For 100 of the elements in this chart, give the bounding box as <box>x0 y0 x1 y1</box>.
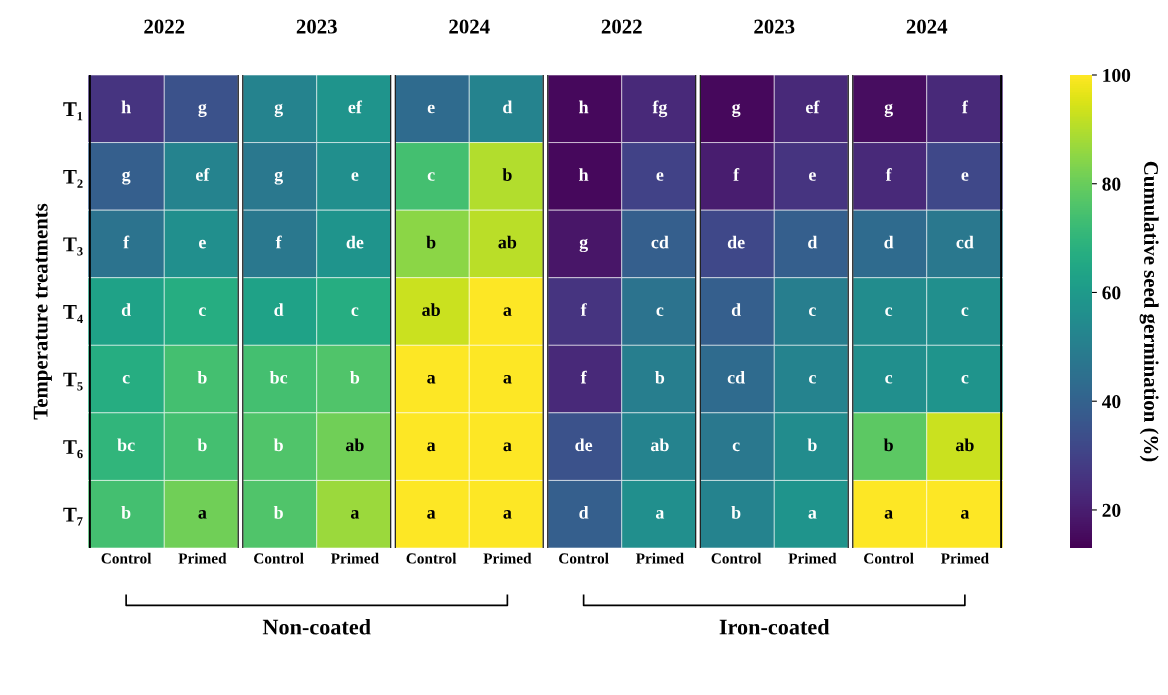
data-label: e <box>198 239 206 249</box>
data-label: f <box>123 235 130 249</box>
data-label: d <box>121 303 131 317</box>
x-tick-label: Control <box>711 552 762 564</box>
color-bar-label: 40 <box>1101 395 1121 409</box>
data-label: c <box>961 374 969 384</box>
data-label: ab <box>498 235 517 249</box>
x-tick-label: Control <box>864 552 914 564</box>
x-tick-label: Primed <box>483 552 532 564</box>
y-tick-label: T₇ <box>63 507 83 526</box>
data-label: f <box>275 235 282 249</box>
data-label: d <box>808 235 818 249</box>
y-tick-label: T₄ <box>63 305 83 323</box>
x-tick-label: Control <box>254 552 304 564</box>
data-label: f <box>885 167 892 181</box>
color-bar-label: 60 <box>1102 286 1121 300</box>
data-label: ef <box>195 167 210 181</box>
color-bar-label: 100 <box>1103 68 1131 82</box>
data-label: e <box>808 172 816 181</box>
data-label: h <box>579 168 589 181</box>
data-label: c <box>961 307 969 317</box>
data-label: cd <box>956 235 974 249</box>
text: 2023 <box>754 19 795 34</box>
data-label: b <box>197 370 207 384</box>
data-label: a <box>427 442 436 452</box>
data-label: g <box>579 238 588 253</box>
data-label: a <box>808 510 817 519</box>
data-label: e <box>351 172 359 181</box>
x-tick-label: Primed <box>178 552 227 564</box>
x-tick-label: Control <box>406 552 457 564</box>
x-tick-label: Control <box>559 552 609 564</box>
data-label: a <box>350 510 360 519</box>
data-label: c <box>885 307 893 317</box>
x-tick-label: Primed <box>330 552 379 564</box>
y-tick-label: T₅ <box>63 372 83 391</box>
data-label: g <box>274 103 283 117</box>
data-label: cd <box>651 235 669 249</box>
data-label: c <box>732 442 740 452</box>
color-bar-title: Cumulative seed germination (%) <box>1139 161 1159 462</box>
color-bar-label: 80 <box>1102 177 1121 191</box>
data-label: ef <box>348 100 363 114</box>
data-label: b <box>807 438 817 452</box>
data-label: ef <box>805 100 820 114</box>
data-label: a <box>503 374 512 384</box>
x-tick-label: Control <box>101 552 152 564</box>
data-label: f <box>733 167 740 181</box>
data-label: bc <box>117 438 135 452</box>
data-label: bc <box>269 370 288 384</box>
data-label: a <box>503 442 512 452</box>
data-label: de <box>575 438 593 452</box>
data-label: f <box>580 370 587 384</box>
data-label: c <box>885 374 893 384</box>
data-label: d <box>884 235 894 249</box>
text: Iron-coated <box>719 618 830 635</box>
text: Non-coated <box>262 618 371 635</box>
data-label: a <box>198 510 207 519</box>
data-label: f <box>962 100 969 114</box>
data-label: a <box>655 510 665 519</box>
data-label: b <box>197 438 207 452</box>
y-tick-label: T₂ <box>63 169 83 188</box>
data-label: d <box>731 303 741 317</box>
data-label: c <box>808 374 816 384</box>
data-label: ab <box>955 438 974 452</box>
data-label: c <box>198 307 206 317</box>
text: 2024 <box>449 19 490 34</box>
y-tick-label: T₃ <box>63 237 83 256</box>
data-label: de <box>346 235 364 249</box>
data-label: cd <box>727 370 745 384</box>
data-label: ab <box>422 303 440 317</box>
data-label: ab <box>345 438 364 452</box>
data-label: g <box>198 103 207 117</box>
data-label: g <box>122 171 131 185</box>
data-label: b <box>121 506 131 519</box>
data-label: b <box>655 370 665 384</box>
text: 2022 <box>144 19 185 34</box>
data-label: a <box>884 510 893 519</box>
data-label: e <box>961 172 969 181</box>
data-label: c <box>427 172 435 181</box>
data-label: b <box>731 506 741 519</box>
data-label: b <box>502 168 512 181</box>
text: 2022 <box>601 19 642 34</box>
data-label: b <box>883 438 893 452</box>
data-label: a <box>503 510 512 519</box>
data-label: de <box>727 235 745 249</box>
data-label: e <box>427 104 435 114</box>
data-label: b <box>350 370 360 384</box>
data-label: f <box>580 303 587 316</box>
data-label: h <box>579 100 589 114</box>
data-label: c <box>122 374 130 384</box>
data-label: c <box>808 307 816 317</box>
data-label: b <box>426 235 436 249</box>
x-tick-label: Primed <box>635 552 684 564</box>
data-label: fg <box>652 100 668 118</box>
data-label: d <box>579 506 589 519</box>
data-label: a <box>960 510 970 519</box>
data-label: b <box>273 506 283 519</box>
data-label: g <box>732 103 741 117</box>
data-label: ab <box>650 438 669 452</box>
y-tick-label: T₁ <box>63 102 83 121</box>
data-label: a <box>503 307 512 317</box>
